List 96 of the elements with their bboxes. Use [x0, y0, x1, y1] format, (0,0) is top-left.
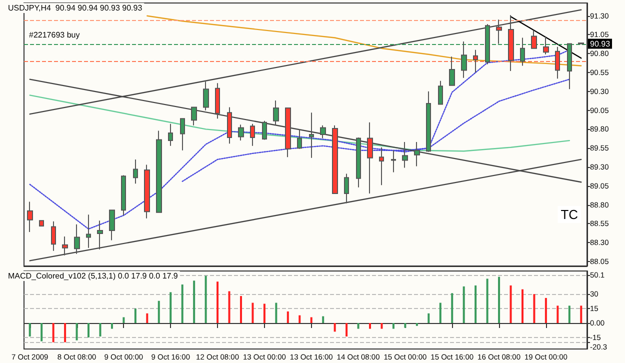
ref-line-label: #2217693 buy	[29, 30, 80, 40]
bar	[52, 323, 54, 342]
chart-title: USDJPY,H4 90.94 90.94 90.93 90.93	[8, 4, 143, 12]
bar	[451, 293, 454, 323]
bar	[193, 280, 196, 323]
candlestick	[144, 164, 150, 219]
candlestick	[133, 158, 138, 184]
candlestick	[39, 220, 44, 226]
bar	[158, 300, 160, 323]
bar	[110, 323, 113, 329]
bar	[380, 323, 383, 329]
bar	[568, 306, 570, 323]
candlestick	[62, 236, 68, 256]
candlestick	[309, 112, 314, 158]
candlestick	[215, 82, 220, 120]
bar	[334, 323, 336, 332]
candlestick	[531, 30, 537, 49]
candlestick	[191, 106, 197, 126]
candlestick	[473, 49, 478, 74]
candlestick	[356, 137, 361, 188]
candlestick	[320, 124, 326, 139]
line-series	[146, 15, 582, 66]
candlestick	[496, 19, 502, 44]
candlestick	[168, 123, 173, 146]
candlestick	[414, 142, 420, 167]
bar	[498, 276, 500, 323]
bar	[322, 316, 324, 323]
candlestick	[438, 80, 443, 105]
bar	[228, 291, 230, 323]
candlestick	[379, 146, 384, 186]
candlestick	[238, 124, 244, 142]
annotation: TC	[560, 207, 578, 222]
bar	[88, 323, 90, 338]
candlestick	[262, 120, 267, 140]
bar	[146, 313, 148, 323]
candlestick	[332, 124, 338, 194]
bar	[392, 323, 394, 329]
bar	[170, 292, 172, 323]
candlestick	[51, 220, 56, 252]
candlestick	[97, 220, 103, 250]
candlestick	[121, 174, 126, 216]
bar	[240, 296, 242, 323]
bar	[310, 317, 312, 323]
bar	[428, 313, 430, 323]
bar	[369, 323, 372, 329]
candlestick	[27, 201, 33, 232]
candlestick	[109, 210, 115, 241]
bar	[521, 289, 524, 323]
bar	[122, 317, 125, 323]
candlestick	[367, 122, 373, 194]
bar	[99, 323, 102, 336]
bar	[263, 304, 266, 323]
candlestick	[426, 90, 431, 152]
candlestick	[180, 118, 185, 151]
line-series	[29, 94, 570, 152]
bar	[76, 323, 78, 340]
bar	[416, 323, 418, 326]
text: 90.93	[590, 39, 611, 48]
bar	[252, 302, 254, 323]
bar	[474, 285, 477, 323]
candlestick	[402, 142, 408, 168]
bar	[204, 276, 207, 323]
candlestick	[273, 100, 279, 126]
bar	[286, 311, 289, 323]
candlestick	[285, 108, 291, 158]
candlestick	[508, 14, 514, 72]
candlestick	[156, 130, 162, 213]
candlestick	[391, 150, 396, 173]
bar	[510, 285, 512, 323]
bar	[134, 308, 136, 323]
candlestick	[203, 81, 209, 111]
candlestick	[344, 173, 349, 204]
candlestick	[86, 214, 91, 248]
bar	[216, 282, 219, 323]
candlestick	[555, 46, 560, 80]
bar	[533, 294, 536, 323]
bar	[181, 284, 184, 323]
candlestick	[543, 36, 549, 55]
bar	[40, 323, 43, 342]
bar	[486, 278, 488, 323]
candlestick	[74, 224, 80, 254]
candlestick	[227, 106, 232, 144]
candlestick	[297, 128, 302, 150]
bar	[346, 323, 348, 336]
candlestick	[250, 123, 255, 146]
candlestick	[449, 56, 455, 86]
bar	[462, 286, 465, 323]
bar	[64, 323, 66, 342]
bar	[544, 298, 547, 323]
bar	[439, 302, 442, 323]
bar	[28, 323, 31, 336]
bar	[556, 306, 559, 323]
bar	[580, 306, 582, 323]
bar	[275, 302, 278, 323]
chart-title: MACD_Colored_v102 (5,13,1) 0.0 17.9 0.0 17.9	[8, 272, 178, 280]
bar	[298, 315, 301, 323]
